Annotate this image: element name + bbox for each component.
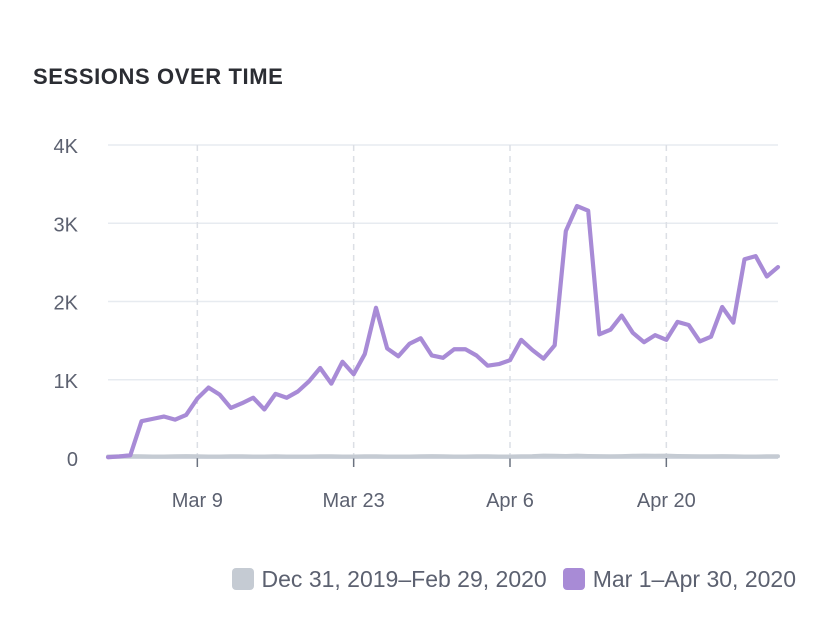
y-tick-label-3k: 3K — [54, 214, 79, 236]
previous-period-swatch — [231, 568, 254, 590]
current-period-swatch — [562, 568, 585, 590]
sessions-line-chart[interactable]: 0 1K 2K 3K 4K Mar 9 Mar 23 Apr 6 Apr 20 — [0, 0, 828, 540]
previous-period-label: Dec 31, 2019–Feb 29, 2020 — [261, 565, 547, 592]
previous-period-series-line[interactable] — [106, 453, 780, 459]
chart-legend: Dec 31, 2019–Feb 29, 2020 Mar 1–Apr 30, … — [216, 565, 796, 593]
series-layer[interactable] — [105, 203, 781, 460]
x-tick-label-apr-6: Apr 6 — [486, 490, 534, 512]
y-tick-label-0: 0 — [67, 449, 78, 471]
x-tick-label-apr-20: Apr 20 — [637, 490, 696, 512]
current-period-label: Mar 1–Apr 30, 2020 — [592, 565, 796, 592]
x-tick-label-mar-23: Mar 23 — [323, 490, 385, 512]
current-period-series-line[interactable] — [105, 203, 781, 460]
y-tick-label-4k: 4K — [54, 136, 79, 158]
legend-item-previous-period[interactable]: Dec 31, 2019–Feb 29, 2020 — [231, 565, 547, 593]
label-layer: 0 1K 2K 3K 4K Mar 9 Mar 23 Apr 6 Apr 20 — [54, 136, 696, 512]
current-period-points — [106, 204, 780, 459]
y-tick-label-1k: 1K — [54, 371, 79, 393]
axis-layer — [196, 458, 668, 467]
x-tick-label-mar-9: Mar 9 — [172, 490, 223, 512]
y-tick-label-2k: 2K — [54, 293, 79, 315]
grid-layer — [108, 144, 778, 459]
legend-item-current-period[interactable]: Mar 1–Apr 30, 2020 — [562, 565, 796, 593]
chart-title: SESSIONS OVER TIME — [33, 64, 284, 89]
